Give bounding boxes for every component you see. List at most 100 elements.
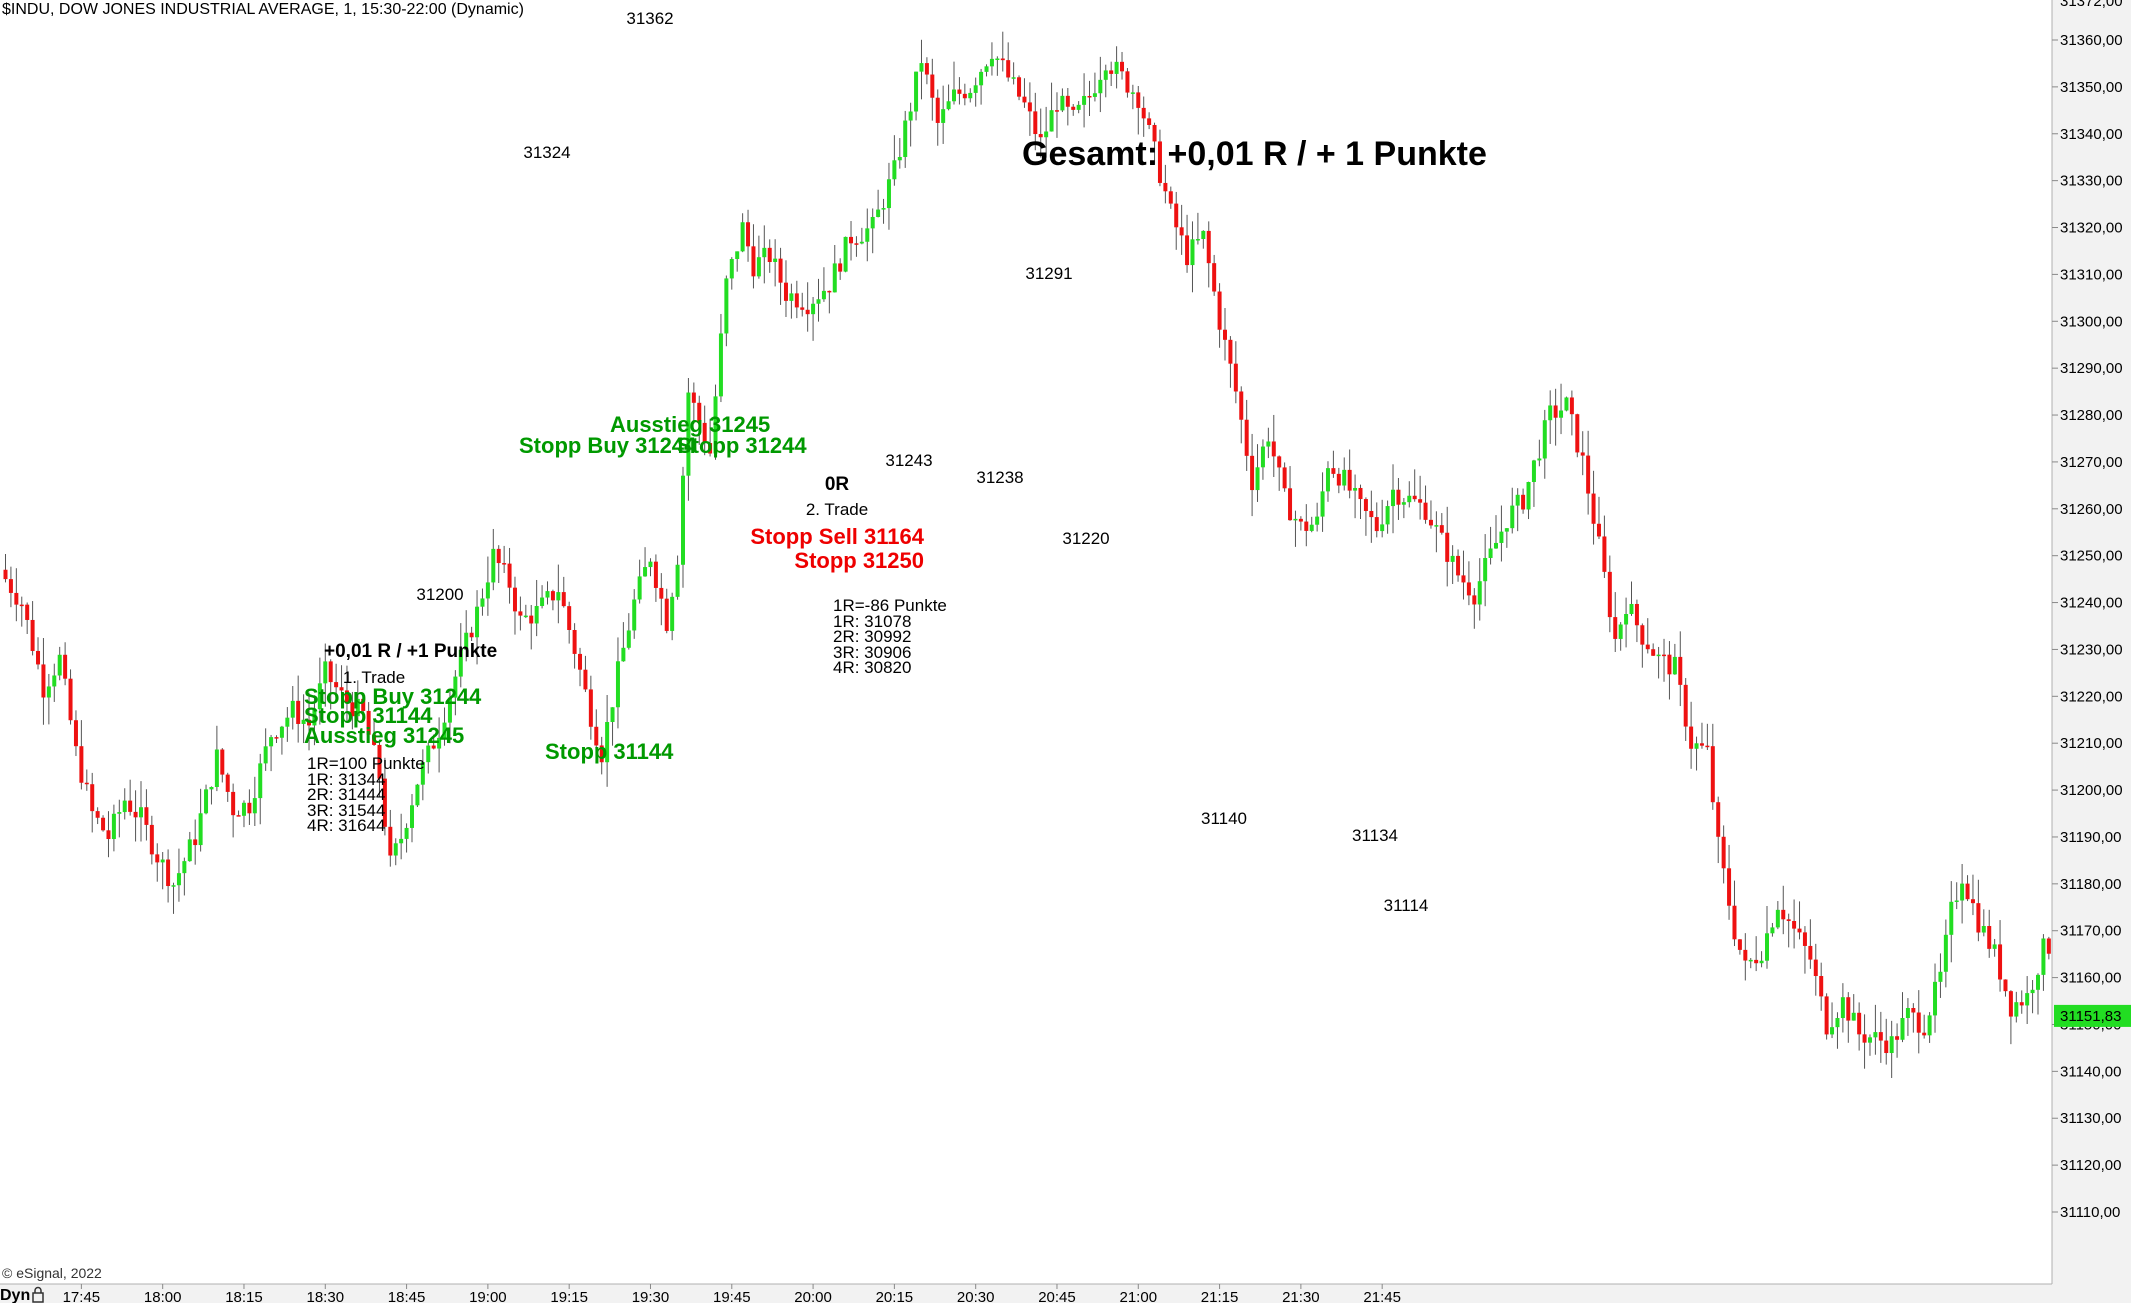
chart-annotation: +0,01 R / +1 Punkte <box>324 641 497 662</box>
time-tick-label: 18:15 <box>225 1289 263 1303</box>
candle-body <box>2019 1002 2024 1006</box>
candle-body <box>236 815 241 817</box>
candle-body <box>870 216 875 229</box>
candle-body <box>984 66 989 72</box>
candle-body <box>1699 743 1704 746</box>
time-tick-label: 20:00 <box>794 1289 832 1303</box>
chart-annotation: 31243 <box>885 451 932 470</box>
candle-body <box>821 290 826 300</box>
candle-body <box>1212 263 1217 292</box>
candle-body <box>1022 96 1027 103</box>
candle-body <box>664 598 669 631</box>
candle-body <box>1206 230 1211 264</box>
candle-body <box>2008 991 2013 1017</box>
candle-body <box>1320 491 1325 517</box>
candle-body <box>1174 203 1179 228</box>
candle-body <box>1380 524 1385 532</box>
candle-body <box>827 290 832 293</box>
candle-body <box>1152 124 1157 142</box>
candle-body <box>540 597 545 606</box>
candle-body <box>1228 339 1233 364</box>
candle-body <box>90 784 95 812</box>
candle-body <box>1933 981 1938 1016</box>
dyn-label[interactable]: Dyn <box>0 1287 30 1303</box>
chart-annotation: 31238 <box>976 468 1023 487</box>
candle-body <box>556 592 561 601</box>
candle-body <box>1315 516 1320 525</box>
candle-body <box>1678 656 1683 685</box>
candle-body <box>1000 58 1005 61</box>
current-price-marker <box>2054 1004 2131 1027</box>
price-tick-label: 31210,00 <box>2060 735 2123 752</box>
candle-body <box>708 443 713 454</box>
candle-body <box>702 422 707 444</box>
candle-body <box>1396 489 1401 505</box>
candle-body <box>1916 1012 1921 1033</box>
chart-annotation: Gesamt: +0,01 R / + 1 Punkte <box>1022 135 1487 173</box>
candle-body <box>1867 1037 1872 1043</box>
price-tick-label: 31340,00 <box>2060 126 2123 143</box>
candle-body <box>605 722 610 763</box>
time-tick-label: 21:45 <box>1363 1289 1401 1303</box>
chart-annotation: 31114 <box>1384 896 1429 915</box>
candle-body <box>632 599 637 631</box>
time-tick-label: 20:30 <box>957 1289 995 1303</box>
candle-body <box>101 817 106 831</box>
candle-body <box>285 717 290 727</box>
candle-body <box>2030 989 2035 994</box>
candle-body <box>128 800 133 812</box>
candle-body <box>1494 542 1498 549</box>
chart-annotation: Stopp 31244 <box>677 433 807 458</box>
price-tick-label: 31320,00 <box>2060 220 2123 237</box>
candle-body <box>485 582 490 599</box>
candle-body <box>1006 60 1011 78</box>
candle-body <box>1575 414 1580 453</box>
candle-body <box>1044 131 1049 138</box>
candle-body <box>323 661 328 684</box>
candle-body <box>512 587 517 612</box>
lock-icon[interactable] <box>32 1286 44 1303</box>
candle-body <box>1559 410 1564 418</box>
candle-body <box>1011 77 1016 79</box>
candle-body <box>643 567 648 577</box>
price-axis[interactable]: 31110,0031120,0031130,0031140,0031150,00… <box>2051 0 2131 1303</box>
candle-body <box>458 649 463 677</box>
candle-body <box>1992 944 1997 949</box>
candle-body <box>876 209 881 217</box>
candle-body <box>1391 489 1396 507</box>
candle-body <box>480 598 485 607</box>
candle-body <box>783 282 788 301</box>
candle-body <box>1927 1015 1932 1036</box>
chart-annotation: Stopp 31144 <box>304 703 433 728</box>
candle-body <box>1190 239 1195 266</box>
candle-body <box>941 109 946 123</box>
candle-body <box>1217 291 1222 330</box>
time-axis[interactable]: 17:45 18:00 18:15 18:30 18:45 19:00 19:15 19:30… <box>0 1283 2131 1303</box>
candle-body <box>1689 726 1694 749</box>
candle-body <box>377 744 382 779</box>
candle-body <box>1082 95 1087 105</box>
candle-body <box>924 63 929 75</box>
candle-body <box>198 813 203 846</box>
candle-body <box>1298 518 1303 522</box>
candle-body <box>139 807 143 818</box>
candle-body <box>301 719 306 724</box>
price-tick-label: 31280,00 <box>2060 407 2123 424</box>
candle-body <box>1065 95 1070 107</box>
candle-body <box>930 74 935 98</box>
candle-body <box>1748 959 1753 962</box>
candle-body <box>2014 1002 2019 1017</box>
candle-body <box>1439 525 1444 533</box>
candle-body <box>1466 582 1471 596</box>
candle-body <box>393 843 398 856</box>
candle-body <box>496 548 501 564</box>
candle-body <box>1862 1034 1867 1043</box>
candle-body <box>431 745 436 749</box>
candle-body <box>1775 909 1780 928</box>
candle-body <box>718 333 723 397</box>
candle-body <box>545 591 550 598</box>
candle-body <box>1624 614 1629 625</box>
price-tick-label: 31260,00 <box>2060 501 2123 518</box>
candle-body <box>1168 191 1173 204</box>
